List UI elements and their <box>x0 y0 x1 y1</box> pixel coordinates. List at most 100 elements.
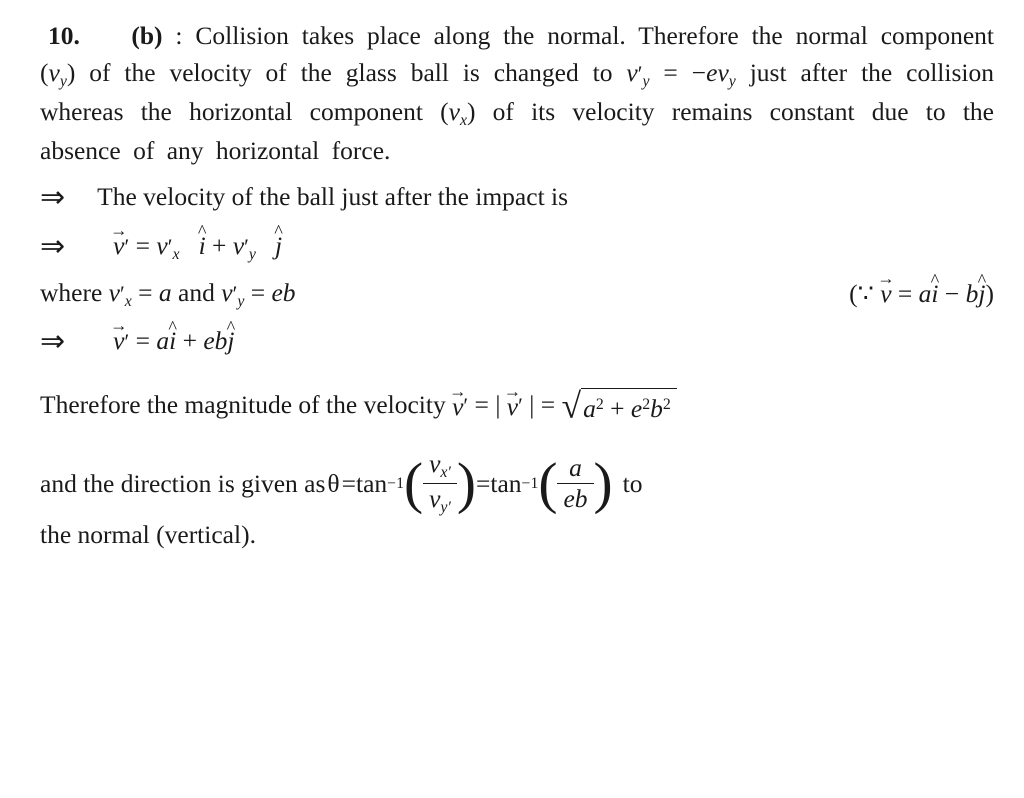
vprime-result-line: ⇒ → v ′ = a^i + eb^j <box>40 320 994 364</box>
a1: a <box>159 278 172 307</box>
vprime-result: → v ′ = a^i + eb^j <box>113 323 234 360</box>
direction-left: and the direction is given as θ = tan−1 … <box>40 451 994 516</box>
minus1: − <box>945 279 966 308</box>
eq8: = <box>541 390 562 419</box>
theta: θ <box>327 466 339 503</box>
vec-arrow-icon-3: → <box>110 313 127 338</box>
vprime-vec-2: → v <box>113 323 124 360</box>
v-vec-given: → v <box>880 276 891 313</box>
f1n-v: v <box>429 449 440 478</box>
p1b: ) of the velocity of the glass ball is c… <box>67 58 627 87</box>
hat-icon-3: ^ <box>931 267 940 294</box>
j-hat-1: ^ j <box>275 228 282 265</box>
vpx2-v: v <box>156 231 167 260</box>
plus3: + <box>610 394 631 423</box>
frac-2: a eb <box>557 455 593 513</box>
e1: e <box>706 58 717 87</box>
i-hat-1: ^ i <box>199 228 206 265</box>
eb1: eb <box>271 278 295 307</box>
neg: − <box>692 58 706 87</box>
lparen-1: ( <box>404 458 423 510</box>
vprime-vec: → v <box>113 228 124 265</box>
j-hat-3: ^j <box>227 323 234 360</box>
vx-sub: x <box>460 112 467 129</box>
vprime-components-line: ⇒ → v ′ = v′x ^ i + v′y ^ j <box>40 225 994 269</box>
a-sq-2: 2 <box>596 395 604 412</box>
eq5: = <box>898 279 919 308</box>
vec-arrow-icon-4: → <box>449 379 466 404</box>
hat-icon-5: ^ <box>168 314 177 341</box>
sqrt-expr: √ a2 + e2b2 <box>562 388 677 428</box>
implies-icon: ⇒ <box>40 176 65 220</box>
answer-letter: (b) <box>131 21 162 50</box>
i-hat-3: ^i <box>169 323 176 360</box>
abs-close: | <box>523 390 534 419</box>
frac-1: vx′ vy′ <box>423 451 457 516</box>
vpy-v: v <box>626 58 637 87</box>
hat-icon-6: ^ <box>227 314 236 341</box>
tan1: tan <box>356 466 387 503</box>
radicand: a2 + e2b2 <box>581 388 677 428</box>
where-left: where v′x = a and v′y = eb <box>40 275 296 314</box>
vx-v: v <box>449 97 460 126</box>
b-sq-2: 2 <box>663 395 671 412</box>
b1: b <box>966 279 979 308</box>
where-line: where v′x = a and v′y = eb (∵ → v = a^i … <box>40 275 994 314</box>
magnitude-line: Therefore the magnitude of the velocity … <box>40 387 994 427</box>
vy-sub: y <box>60 73 67 90</box>
plus2: + <box>183 326 204 355</box>
lparen-2: ( <box>538 458 557 510</box>
vec-arrow-icon-2: → <box>877 266 894 291</box>
tan2: tan <box>490 466 521 503</box>
vec-arrow-icon-5: → <box>504 379 521 404</box>
eq6: = <box>136 326 157 355</box>
implies-icon-3: ⇒ <box>40 320 65 364</box>
vprime-vec-3: → v <box>452 389 463 426</box>
vpy3-sub: y <box>237 293 244 310</box>
frac1-den: vy′ <box>423 484 457 517</box>
p2: The velocity of the ball just after the … <box>97 179 568 216</box>
eq1: = <box>650 58 692 87</box>
j-hat-2: ^j <box>978 276 985 313</box>
paragraph-1: 10. (b) : Collision takes place along th… <box>40 18 994 170</box>
and: and <box>178 278 221 307</box>
a3: a <box>156 326 169 355</box>
rparen-2: ) <box>594 458 613 510</box>
frac2-num: a <box>557 455 593 484</box>
vprime-eq: → v ′ = v′x ^ i + v′y ^ j <box>113 228 282 267</box>
last-text: the normal (vertical). <box>40 520 256 549</box>
hat-icon-4: ^ <box>978 267 987 294</box>
eb2: eb <box>203 326 227 355</box>
because-close: ) <box>986 279 995 308</box>
eq3: = <box>138 278 159 307</box>
e-sq: e <box>631 394 642 423</box>
direction-line: and the direction is given as θ = tan−1 … <box>40 451 994 516</box>
direction-text: and the direction is given as <box>40 466 325 503</box>
implies-icon-2: ⇒ <box>40 225 65 269</box>
eq9: = <box>342 466 356 503</box>
eq2: = <box>136 231 157 260</box>
vy2-v: v <box>717 58 728 87</box>
vpy2-v: v <box>233 231 244 260</box>
vpy2-sub: y <box>249 246 256 263</box>
b-sq: b <box>650 394 663 423</box>
f1d-v: v <box>429 484 440 513</box>
to-text: to <box>623 466 643 503</box>
last-line: the normal (vertical). <box>40 517 994 554</box>
vpx3-sub: x <box>125 293 132 310</box>
velocity-statement-line: ⇒ The velocity of the ball just after th… <box>40 176 994 220</box>
because-right: (∵ → v = a^i − b^j) <box>849 276 994 313</box>
eq4: = <box>251 278 272 307</box>
therefore-mag: Therefore the magnitude of the velocity <box>40 390 452 419</box>
vec-arrow-icon: → <box>110 218 127 243</box>
eq7: = <box>475 390 496 419</box>
solution-page: 10. (b) : Collision takes place along th… <box>0 0 1024 798</box>
vy2-sub: y <box>729 73 736 90</box>
tan2-exp: −1 <box>522 473 539 496</box>
i-hat-2: ^i <box>931 276 938 313</box>
tan1-exp: −1 <box>387 473 404 496</box>
f1n-sub: x′ <box>440 465 450 482</box>
vprime-vec-4: →v <box>507 389 518 426</box>
e-sq-2: 2 <box>642 395 650 412</box>
because-open: (∵ <box>849 279 880 308</box>
